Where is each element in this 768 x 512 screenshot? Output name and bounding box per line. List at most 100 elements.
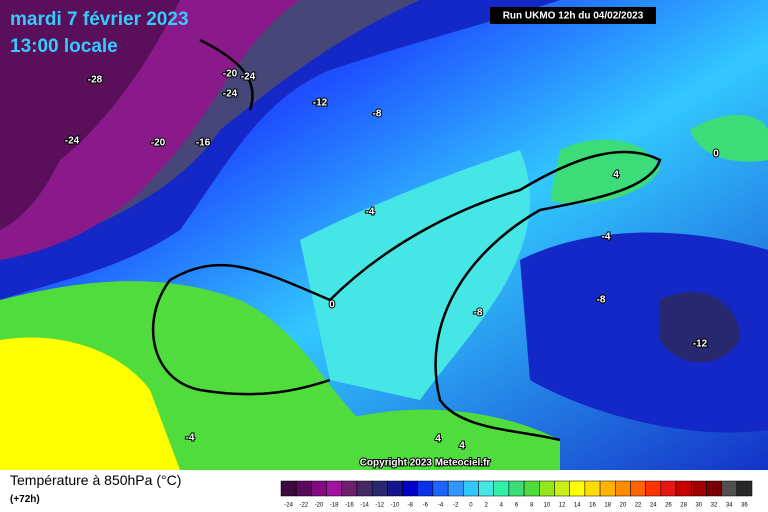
scale-label: 12: [559, 503, 566, 509]
scale-label: 36: [741, 503, 748, 509]
scale-label: 18: [604, 503, 611, 509]
scale-label: 6: [515, 503, 519, 509]
mild-area: [300, 150, 530, 400]
scale-label: 8: [530, 503, 534, 509]
isotherm-0-west: [151, 279, 331, 396]
warmest-area: [0, 337, 180, 470]
scale-swatch: [630, 480, 646, 497]
scale-swatch: [660, 480, 677, 497]
isotherm-label: -24: [65, 136, 80, 147]
scale-label: -14: [360, 503, 369, 509]
scale-label: 0: [469, 503, 473, 509]
scale-label: -2: [453, 503, 459, 509]
scale-swatch: [569, 480, 586, 497]
scale-swatch: [615, 480, 631, 497]
scale-swatch: [387, 480, 403, 497]
scale-label: 30: [695, 503, 702, 509]
africa-warm: [330, 409, 560, 470]
scale-swatch: [736, 480, 753, 497]
scale-label: 34: [726, 503, 733, 509]
isotherm-label: 4: [435, 434, 441, 445]
lead-time: (+72h): [10, 494, 40, 505]
scale-swatch: [280, 480, 297, 497]
cold-europe: [520, 232, 768, 433]
scale-label: -4: [438, 503, 444, 509]
scale-swatch: [523, 480, 540, 497]
scale-label: -10: [391, 503, 400, 509]
scale-swatch: [675, 480, 692, 497]
scale-swatch: [311, 480, 327, 497]
scale-swatch: [371, 480, 388, 497]
isotherm-label: -4: [366, 207, 375, 218]
scale-swatch: [356, 480, 373, 497]
arctic-core: [0, 0, 180, 230]
scale-label: -16: [345, 503, 354, 509]
scale-swatch: [493, 480, 510, 497]
scale-swatch: [554, 480, 570, 497]
scale-swatch: [326, 480, 343, 497]
scale-label: -20: [315, 503, 324, 509]
cold-core: [660, 292, 740, 363]
isotherm-label: -24: [223, 89, 238, 100]
scale-label: -22: [299, 503, 308, 509]
scale-swatch: [690, 480, 707, 497]
isotherm-label: 0: [329, 300, 335, 311]
isotherm-label: -20: [223, 69, 238, 80]
scale-label: -8: [407, 503, 413, 509]
isotherm-label: -8: [597, 295, 606, 306]
scale-swatch: [295, 480, 312, 497]
isotherm-label: -24: [241, 72, 256, 83]
scandinavia-mild: [550, 139, 660, 204]
scale-label: 20: [620, 503, 627, 509]
scale-label: 14: [574, 503, 581, 509]
scale-label: 10: [544, 503, 551, 509]
scale-swatch: [447, 480, 464, 497]
scale-label: 24: [650, 503, 657, 509]
scale-swatch: [721, 480, 738, 497]
scale-swatch: [599, 480, 616, 497]
scale-swatch: [463, 480, 479, 497]
time: 13:00 locale: [10, 36, 118, 57]
scale-swatch: [508, 480, 525, 497]
isotherm-label: -20: [151, 138, 166, 149]
run-info: Run UKMO 12h du 04/02/2023: [503, 11, 644, 22]
isotherm-cold: [199, 38, 254, 111]
date: mardi 7 février 2023: [10, 9, 189, 30]
copyright: Copyright 2023 Meteociel.fr: [360, 458, 491, 469]
legend-title: Température à 850hPa (°C): [10, 472, 181, 488]
scale-label: -12: [375, 503, 384, 509]
east-mild: [690, 115, 768, 162]
scale-swatch: [584, 480, 601, 497]
scale-swatch: [478, 480, 494, 497]
isotherm-label: 4: [459, 441, 465, 452]
isotherm-label: 0: [713, 149, 719, 160]
isotherm-label: -28: [88, 75, 103, 86]
scale-swatch: [645, 480, 662, 497]
isotherm-label: -8: [373, 109, 382, 120]
isotherm-label: 4: [613, 170, 619, 181]
isotherm-label: -4: [602, 232, 611, 243]
scale-swatch: [432, 480, 449, 497]
isotherm-label: -4: [186, 433, 195, 444]
scale-label: 26: [665, 503, 672, 509]
scale-swatch: [706, 480, 722, 497]
scale-label: -6: [423, 503, 429, 509]
scale-label: 22: [635, 503, 642, 509]
run-box: [490, 7, 656, 24]
scale-label: 4: [500, 503, 504, 509]
scale-label: -24: [284, 503, 293, 509]
isotherm-label: -12: [693, 339, 708, 350]
isotherms: [151, 38, 662, 442]
scale-label: 16: [589, 503, 596, 509]
scale-swatch: [341, 480, 358, 497]
scale-swatch: [417, 480, 434, 497]
isotherm-label: -16: [196, 138, 211, 149]
scale-label: -18: [330, 503, 339, 509]
isotherm-label: -8: [474, 308, 483, 319]
scale-label: 28: [680, 503, 687, 509]
scale-swatch: [539, 480, 555, 497]
isotherm-0: [169, 150, 662, 442]
scale-label: 2: [484, 503, 488, 509]
